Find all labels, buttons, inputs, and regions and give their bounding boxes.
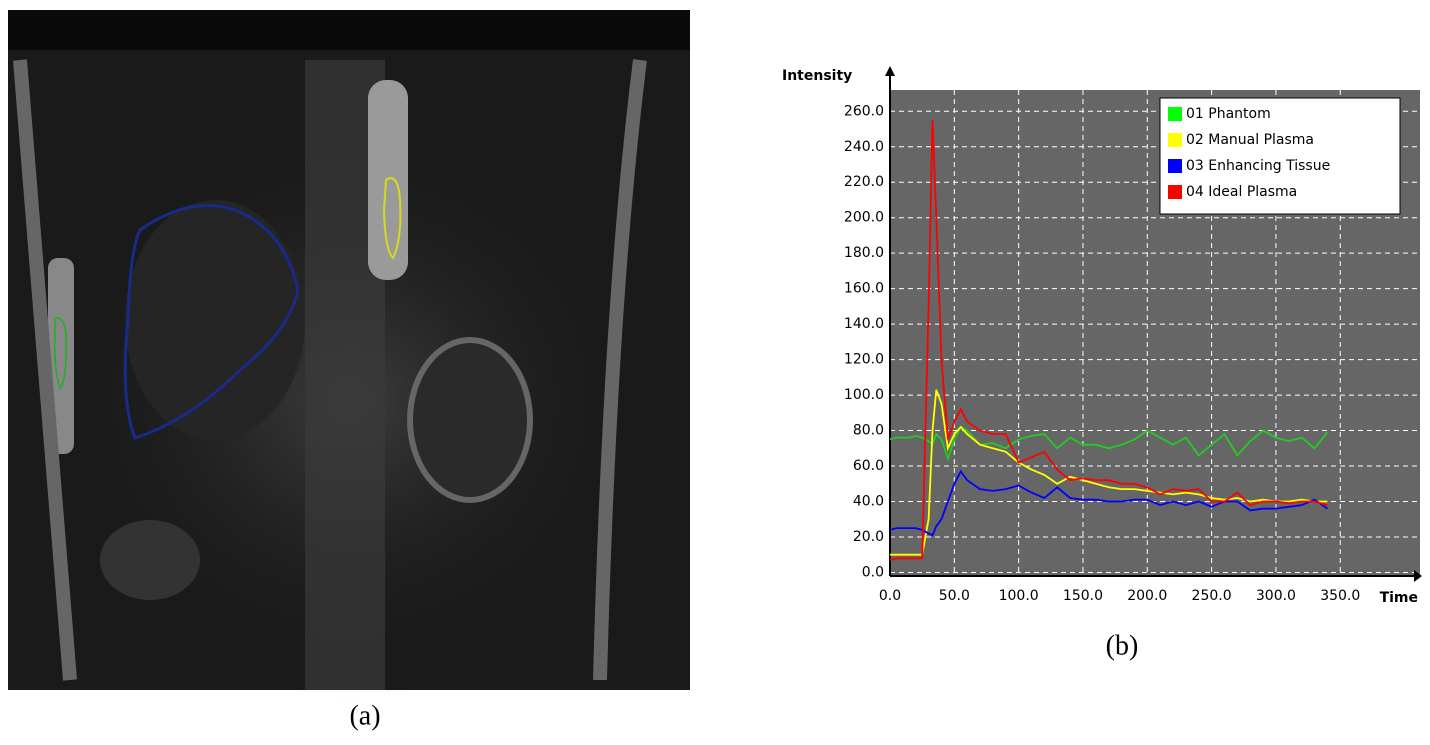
x-axis-label: Time (1380, 590, 1418, 606)
caption: (a) (349, 700, 380, 731)
x-tick-label: 50.0 (939, 588, 970, 604)
caption: (b) (1106, 630, 1139, 661)
legend-swatch (1168, 185, 1182, 199)
y-tick-label: 260.0 (844, 103, 884, 119)
y-tick-label: 240.0 (844, 139, 884, 155)
y-tick-label: 160.0 (844, 281, 884, 297)
y-tick-label: 180.0 (844, 245, 884, 261)
series-line (889, 120, 1328, 561)
series-line (889, 469, 1328, 537)
legend-box (1159, 97, 1401, 215)
y-tick-label: 40.0 (853, 494, 884, 510)
y-tick-label: 100.0 (844, 387, 884, 403)
legend-swatch (1168, 133, 1182, 147)
x-tick-label: 350.0 (1320, 588, 1360, 604)
y-tick-label: 220.0 (844, 174, 884, 190)
x-tick-label: 0.0 (879, 588, 901, 604)
legend-label: 03 Enhancing Tissue (1186, 158, 1330, 174)
y-tick-label: 0.0 (862, 564, 884, 580)
legend-label: 04 Ideal Plasma (1186, 184, 1297, 200)
legend-label: 02 Manual Plasma (1186, 132, 1314, 148)
y-tick-label: 80.0 (853, 423, 884, 439)
y-axis-label: Intensity (782, 68, 852, 84)
legend-label: 01 Phantom (1186, 106, 1271, 122)
legend-swatch (1168, 107, 1182, 121)
y-tick-label: 140.0 (844, 316, 884, 332)
axis-arrow (885, 66, 895, 76)
mri-image (8, 10, 690, 700)
x-tick-label: 200.0 (1127, 588, 1167, 604)
x-tick-label: 250.0 (1192, 588, 1232, 604)
axis-arrow (1414, 570, 1422, 582)
legend-swatch (1168, 159, 1182, 173)
x-tick-label: 100.0 (999, 588, 1039, 604)
x-tick-label: 300.0 (1256, 588, 1296, 604)
x-tick-label: 150.0 (1063, 588, 1103, 604)
y-tick-label: 20.0 (853, 529, 884, 545)
series-line (890, 389, 1328, 556)
y-tick-label: 200.0 (844, 210, 884, 226)
y-tick-label: 120.0 (844, 352, 884, 368)
y-tick-label: 60.0 (853, 458, 884, 474)
